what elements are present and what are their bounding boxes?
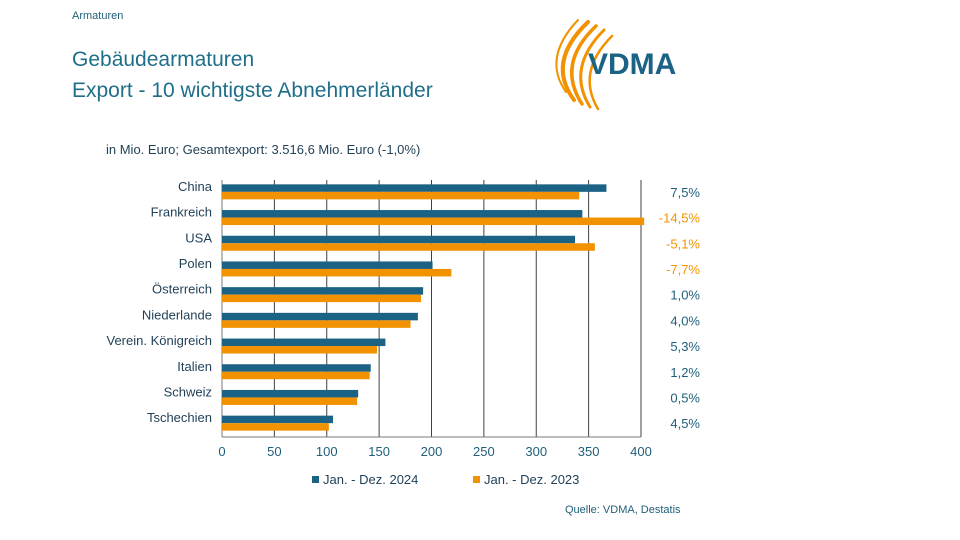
bar-2023 — [222, 294, 422, 303]
category-label: Polen — [179, 256, 212, 271]
source-note: Quelle: VDMA, Destatis — [565, 504, 681, 516]
change-label: 4,0% — [670, 313, 700, 328]
bar-2023 — [222, 243, 595, 251]
legend-label-2023: Jan. - Dez. 2023 — [484, 472, 579, 487]
change-label: 0,5% — [670, 390, 700, 405]
x-tick-label: 400 — [630, 444, 652, 459]
category-label: Verein. Königreich — [106, 333, 212, 348]
category-label: Österreich — [152, 282, 212, 297]
bar-2023 — [222, 268, 452, 277]
change-label: 1,0% — [670, 288, 700, 303]
chart-title: Gebäudearmaturen — [72, 48, 255, 71]
chart-title-line2: Export - 10 wichtigste Abnehmerländer — [72, 79, 433, 102]
change-label: 1,2% — [670, 365, 700, 380]
change-label: -14,5% — [659, 211, 701, 226]
x-tick-label: 50 — [267, 444, 281, 459]
change-label: 5,3% — [670, 339, 700, 354]
x-tick-label: 100 — [316, 444, 338, 459]
bar-2024 — [222, 312, 418, 321]
bar-2023 — [222, 191, 580, 200]
category-label: Tschechien — [147, 410, 212, 425]
bar-2024 — [222, 338, 386, 347]
change-label: -7,7% — [666, 262, 700, 277]
category-label: Niederlande — [142, 307, 212, 322]
bar-2023 — [222, 371, 370, 380]
category-label: Italien — [177, 359, 212, 374]
chart-subtitle: in Mio. Euro; Gesamtexport: 3.516,6 Mio.… — [106, 142, 421, 157]
x-tick-label: 150 — [368, 444, 390, 459]
bar-2024 — [222, 415, 334, 424]
bar-2024 — [222, 261, 433, 269]
category-label: Schweiz — [164, 384, 212, 399]
change-label: -5,1% — [666, 236, 700, 251]
bar-2024 — [222, 184, 607, 192]
x-tick-label: 350 — [578, 444, 600, 459]
legend-swatch-2023 — [473, 476, 480, 483]
category-label: Frankreich — [151, 205, 212, 220]
x-tick-label: 300 — [525, 444, 547, 459]
x-tick-label: 200 — [421, 444, 443, 459]
section-label: Armaturen — [72, 10, 124, 22]
bar-2024 — [222, 287, 424, 295]
change-label: 7,5% — [670, 185, 700, 200]
legend-label-2024: Jan. - Dez. 2024 — [323, 472, 418, 487]
bar-2023 — [222, 320, 411, 328]
x-tick-label: 0 — [218, 444, 225, 459]
bar-2023 — [222, 397, 358, 405]
category-label: China — [178, 179, 213, 194]
vdma-logo: VDMA — [540, 12, 690, 117]
bar-2023 — [222, 346, 378, 354]
category-label: USA — [185, 230, 212, 245]
change-label: 4,5% — [670, 416, 700, 431]
bar-2023 — [222, 217, 645, 226]
bar-2023 — [222, 423, 329, 431]
x-tick-label: 250 — [473, 444, 495, 459]
vdma-logo-icon: VDMA — [555, 19, 676, 111]
logo-text: VDMA — [588, 48, 676, 81]
legend-swatch-2024 — [312, 476, 319, 483]
bar-2024 — [222, 235, 576, 244]
bar-2024 — [222, 389, 359, 398]
bar-2024 — [222, 364, 371, 372]
bar-2024 — [222, 210, 583, 218]
